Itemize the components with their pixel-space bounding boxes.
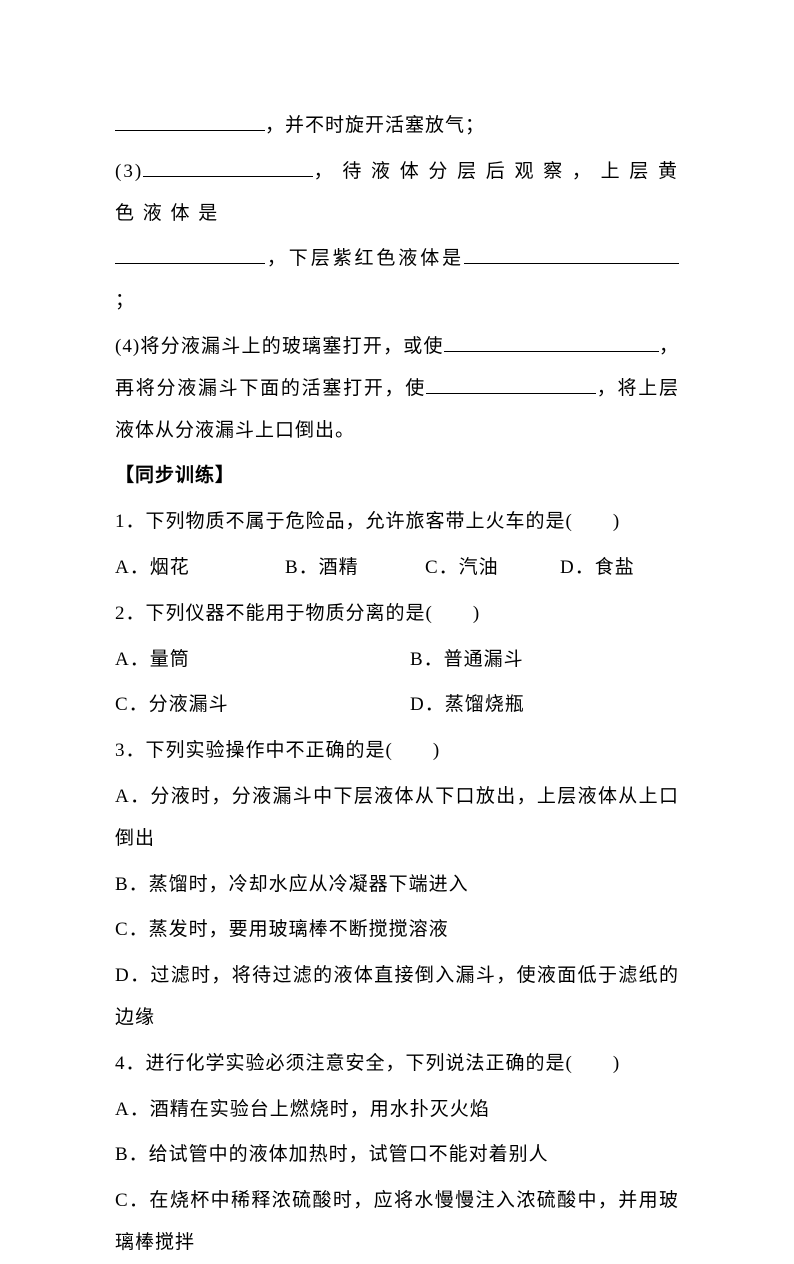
q1-option-b: B．酒精 (285, 547, 425, 589)
q4-option-a: A．酒精在实验台上燃烧时，用水扑灭火焰 (115, 1089, 679, 1131)
q1-option-d: D．食盐 (560, 547, 635, 589)
line-3: ，下层紫红色液体是 ； (115, 238, 679, 322)
q2-option-d: D．蒸馏烧瓶 (410, 684, 525, 726)
q3-option-d: D．过滤时，将待过滤的液体直接倒入漏斗，使液面低于滤纸的边缘 (115, 955, 679, 1039)
q1-options: A．烟花 B．酒精 C．汽油 D．食盐 (115, 547, 679, 589)
q1-option-c: C．汽油 (425, 547, 560, 589)
q1-stem: 1．下列物质不属于危险品，允许旅客带上火车的是( ) (115, 501, 679, 543)
q3-option-b: B．蒸馏时，冷却水应从冷凝器下端进入 (115, 864, 679, 906)
q4-option-b: B．给试管中的液体加热时，试管口不能对着别人 (115, 1134, 679, 1176)
q3-option-a: A．分液时，分液漏斗中下层液体从下口放出，上层液体从上口倒出 (115, 776, 679, 860)
blank-3 (115, 244, 265, 264)
q1-option-a: A．烟花 (115, 547, 285, 589)
q2-option-b: B．普通漏斗 (410, 639, 524, 681)
blank-1 (115, 111, 265, 131)
blank-5 (444, 332, 659, 352)
q2-option-a: A．量筒 (115, 639, 410, 681)
line-1-text: ，并不时旋开活塞放气； (265, 115, 485, 136)
line-2: (3)， 待 液 体 分 层 后 观 察 ， 上 层 黄 色 液 体 是 (115, 151, 679, 235)
q3-option-c: C．蒸发时，要用玻璃棒不断搅搅溶液 (115, 909, 679, 951)
line-3-text-b: ； (115, 290, 135, 311)
q2-options-row1: A．量筒 B．普通漏斗 (115, 639, 679, 681)
q4-stem: 4．进行化学实验必须注意安全，下列说法正确的是( ) (115, 1043, 679, 1085)
blank-4 (464, 244, 679, 264)
q2-option-c: C．分液漏斗 (115, 684, 410, 726)
line-1: ，并不时旋开活塞放气； (115, 105, 679, 147)
q2-options-row2: C．分液漏斗 D．蒸馏烧瓶 (115, 684, 679, 726)
blank-6 (426, 374, 596, 394)
q4-option-c: C．在烧杯中稀释浓硫酸时，应将水慢慢注入浓硫酸中，并用玻璃棒搅拌 (115, 1180, 679, 1264)
document-page: ，并不时旋开活塞放气； (3)， 待 液 体 分 层 后 观 察 ， 上 层 黄… (0, 0, 794, 1123)
q2-stem: 2．下列仪器不能用于物质分离的是( ) (115, 593, 679, 635)
line-2-prefix: (3) (115, 161, 143, 182)
section-heading: 【同步训练】 (115, 455, 679, 497)
line-4: (4)将分液漏斗上的玻璃塞打开，或使，再将分液漏斗下面的活塞打开，使，将上层液体… (115, 326, 679, 451)
line-3-text-a: ，下层紫红色液体是 (265, 248, 464, 269)
q3-stem: 3．下列实验操作中不正确的是( ) (115, 730, 679, 772)
blank-2 (143, 157, 313, 177)
line-4-text-a: (4)将分液漏斗上的玻璃塞打开，或使 (115, 336, 444, 357)
